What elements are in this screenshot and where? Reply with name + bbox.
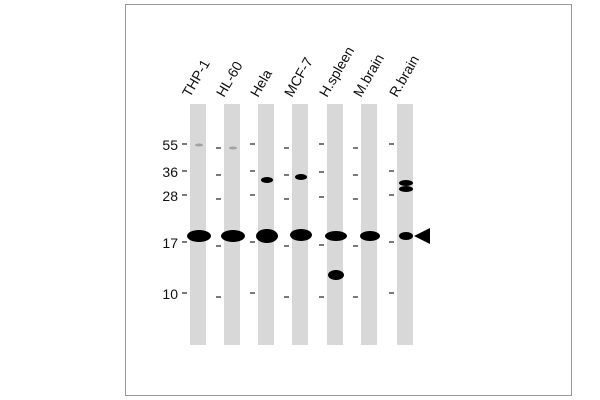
lane (327, 104, 343, 345)
band (295, 174, 307, 180)
marker-label: 10 (162, 286, 178, 302)
lane (224, 104, 240, 345)
lane (397, 104, 413, 345)
marker-label: 28 (162, 188, 178, 204)
lane (292, 104, 308, 345)
band (229, 146, 237, 150)
band (221, 230, 245, 242)
band (256, 229, 278, 243)
lane (258, 104, 274, 345)
lane (190, 104, 206, 345)
lane (361, 104, 377, 345)
band (261, 177, 273, 183)
band (399, 232, 413, 240)
marker-label: 36 (162, 164, 178, 180)
marker-label: 55 (162, 137, 178, 153)
arrow (414, 228, 430, 244)
band (195, 143, 203, 147)
band (399, 186, 413, 192)
band (360, 231, 380, 241)
band (328, 270, 344, 280)
band (325, 231, 347, 241)
band (290, 229, 312, 241)
marker-label: 17 (162, 235, 178, 251)
band (187, 230, 211, 242)
band (399, 180, 413, 186)
